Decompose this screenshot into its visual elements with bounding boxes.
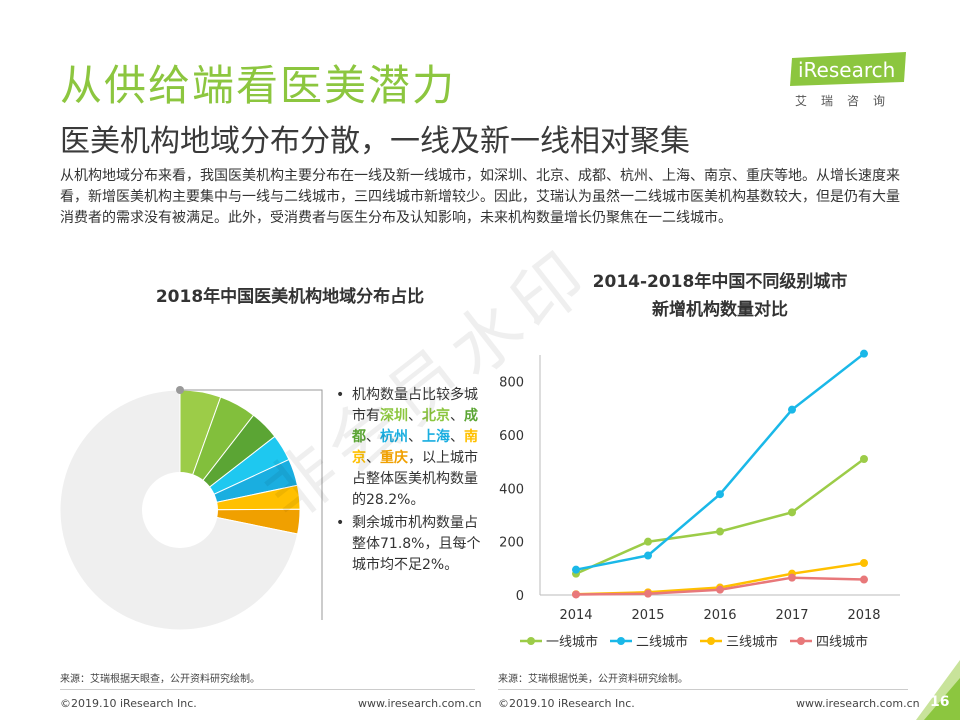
footer-copyright-left: ©2019.10 iResearch Inc. — [60, 697, 197, 710]
series-0-point — [644, 537, 652, 546]
series-3-point — [644, 589, 652, 598]
y-tick-label: 600 — [499, 429, 524, 444]
x-tick-label: 2018 — [847, 608, 880, 623]
bullet-dot-icon: • — [336, 387, 345, 403]
legend-label-0: 一线城市 — [546, 634, 598, 650]
sep: 、 — [450, 429, 464, 445]
sep: 、 — [408, 408, 422, 424]
legend-label-2: 三线城市 — [726, 634, 778, 650]
footer-divider-left — [60, 689, 475, 690]
y-tick-label: 0 — [516, 589, 524, 604]
legend-marker-3 — [797, 637, 805, 645]
page-title: 从供给端看医美潜力 — [60, 61, 457, 110]
pie-hole — [142, 472, 218, 548]
logo-badge: iResearch — [790, 52, 906, 86]
y-tick-label: 200 — [499, 536, 524, 551]
y-tick-label: 400 — [499, 482, 524, 497]
city-beijing: 北京 — [422, 408, 450, 424]
sep: 、 — [366, 429, 380, 445]
series-1-point — [788, 405, 796, 414]
footer-copyright-right: ©2019.10 iResearch Inc. — [498, 697, 635, 710]
note1-suffix: ，以上城市占整体医美机构数量的28.2%。 — [352, 450, 478, 508]
line-chart: 0 200 400 600 800 2014 2015 2016 2017 2018 一线城市 二线… — [499, 349, 900, 650]
iresearch-logo: iResearch — [790, 52, 908, 86]
city-chongqing: 重庆 — [380, 450, 408, 466]
series-2-point — [860, 559, 868, 567]
city-shanghai: 上海 — [422, 429, 450, 445]
series-3-point — [572, 590, 580, 599]
line-source: 来源：艾瑞根据悦美，公开资料研究绘制。 — [498, 674, 688, 685]
series-1-point — [716, 490, 724, 499]
sep: 、 — [408, 429, 422, 445]
logo-subtitle: 艾瑞咨询 — [795, 94, 900, 108]
series-1-point — [860, 349, 868, 358]
legend-marker-2 — [707, 637, 715, 645]
footer-url-left: www.iresearch.com.cn — [358, 697, 482, 710]
series-3-point — [788, 573, 796, 582]
series-line-1 — [575, 352, 865, 571]
line-chart-title: 2014-2018年中国不同级别城市 新增机构数量对比 — [520, 268, 920, 324]
city-hangzhou: 杭州 — [380, 429, 408, 445]
x-tick-label: 2014 — [559, 608, 592, 623]
series-1-point — [644, 551, 652, 560]
note1-prefix: 机构数量占比较多城市有 — [352, 387, 478, 424]
page-number: 16 — [930, 694, 950, 710]
bullet-dot-icon: • — [336, 515, 345, 531]
legend-marker-1 — [617, 637, 625, 645]
x-tick-label: 2016 — [703, 608, 736, 623]
pie-callout-line — [180, 389, 323, 620]
series-3-point — [860, 575, 868, 584]
page-corner-badge — [916, 660, 960, 720]
city-nanjing: 南京 — [352, 429, 478, 466]
pie-source: 来源：艾瑞根据天眼查，公开资料研究绘制。 — [60, 674, 260, 685]
line-chart-title-line2: 新增机构数量对比 — [652, 300, 788, 320]
series-0-point — [788, 508, 796, 517]
series-1-point — [572, 565, 580, 574]
note2-text: 剩余城市机构数量占整体71.8%，且每个城市均不足2%。 — [352, 515, 481, 573]
y-tick-label: 800 — [499, 376, 524, 391]
x-tick-label: 2015 — [631, 608, 664, 623]
series-line-0 — [575, 457, 865, 575]
x-tick-label: 2017 — [775, 608, 808, 623]
line-chart-title-line1: 2014-2018年中国不同级别城市 — [592, 272, 848, 292]
city-shenzhen: 深圳 — [380, 408, 408, 424]
city-chengdu: 成都 — [352, 408, 478, 445]
pie-chart — [60, 386, 323, 631]
intro-paragraph: 从机构地域分布来看，我国医美机构主要分布在一线及新一线城市，如深圳、北京、成都、… — [60, 168, 900, 226]
pie-chart-title: 2018年中国医美机构地域分布占比 — [155, 287, 425, 307]
legend-marker-0 — [527, 637, 535, 645]
footer-url-right: www.iresearch.com.cn — [796, 697, 920, 710]
legend-label-1: 二线城市 — [636, 634, 688, 650]
pie-notes: • 机构数量占比较多城市有深圳、北京、成都、杭州、上海、南京、重庆，以上城市占整… — [336, 385, 484, 578]
sep: 、 — [450, 408, 464, 424]
note-bullet-2: • 剩余城市机构数量占整体71.8%，且每个城市均不足2%。 — [336, 513, 484, 576]
page-subtitle: 医美机构地域分布分散，一线及新一线相对聚集 — [60, 124, 690, 159]
logo-text: iResearch — [798, 58, 895, 82]
series-0-point — [716, 527, 724, 536]
sep: 、 — [366, 450, 380, 466]
note-bullet-1: • 机构数量占比较多城市有深圳、北京、成都、杭州、上海、南京、重庆，以上城市占整… — [336, 385, 484, 511]
footer-divider-right — [498, 689, 908, 690]
legend-label-3: 四线城市 — [816, 634, 868, 650]
series-0-point — [860, 455, 868, 463]
series-3-point — [716, 585, 724, 594]
